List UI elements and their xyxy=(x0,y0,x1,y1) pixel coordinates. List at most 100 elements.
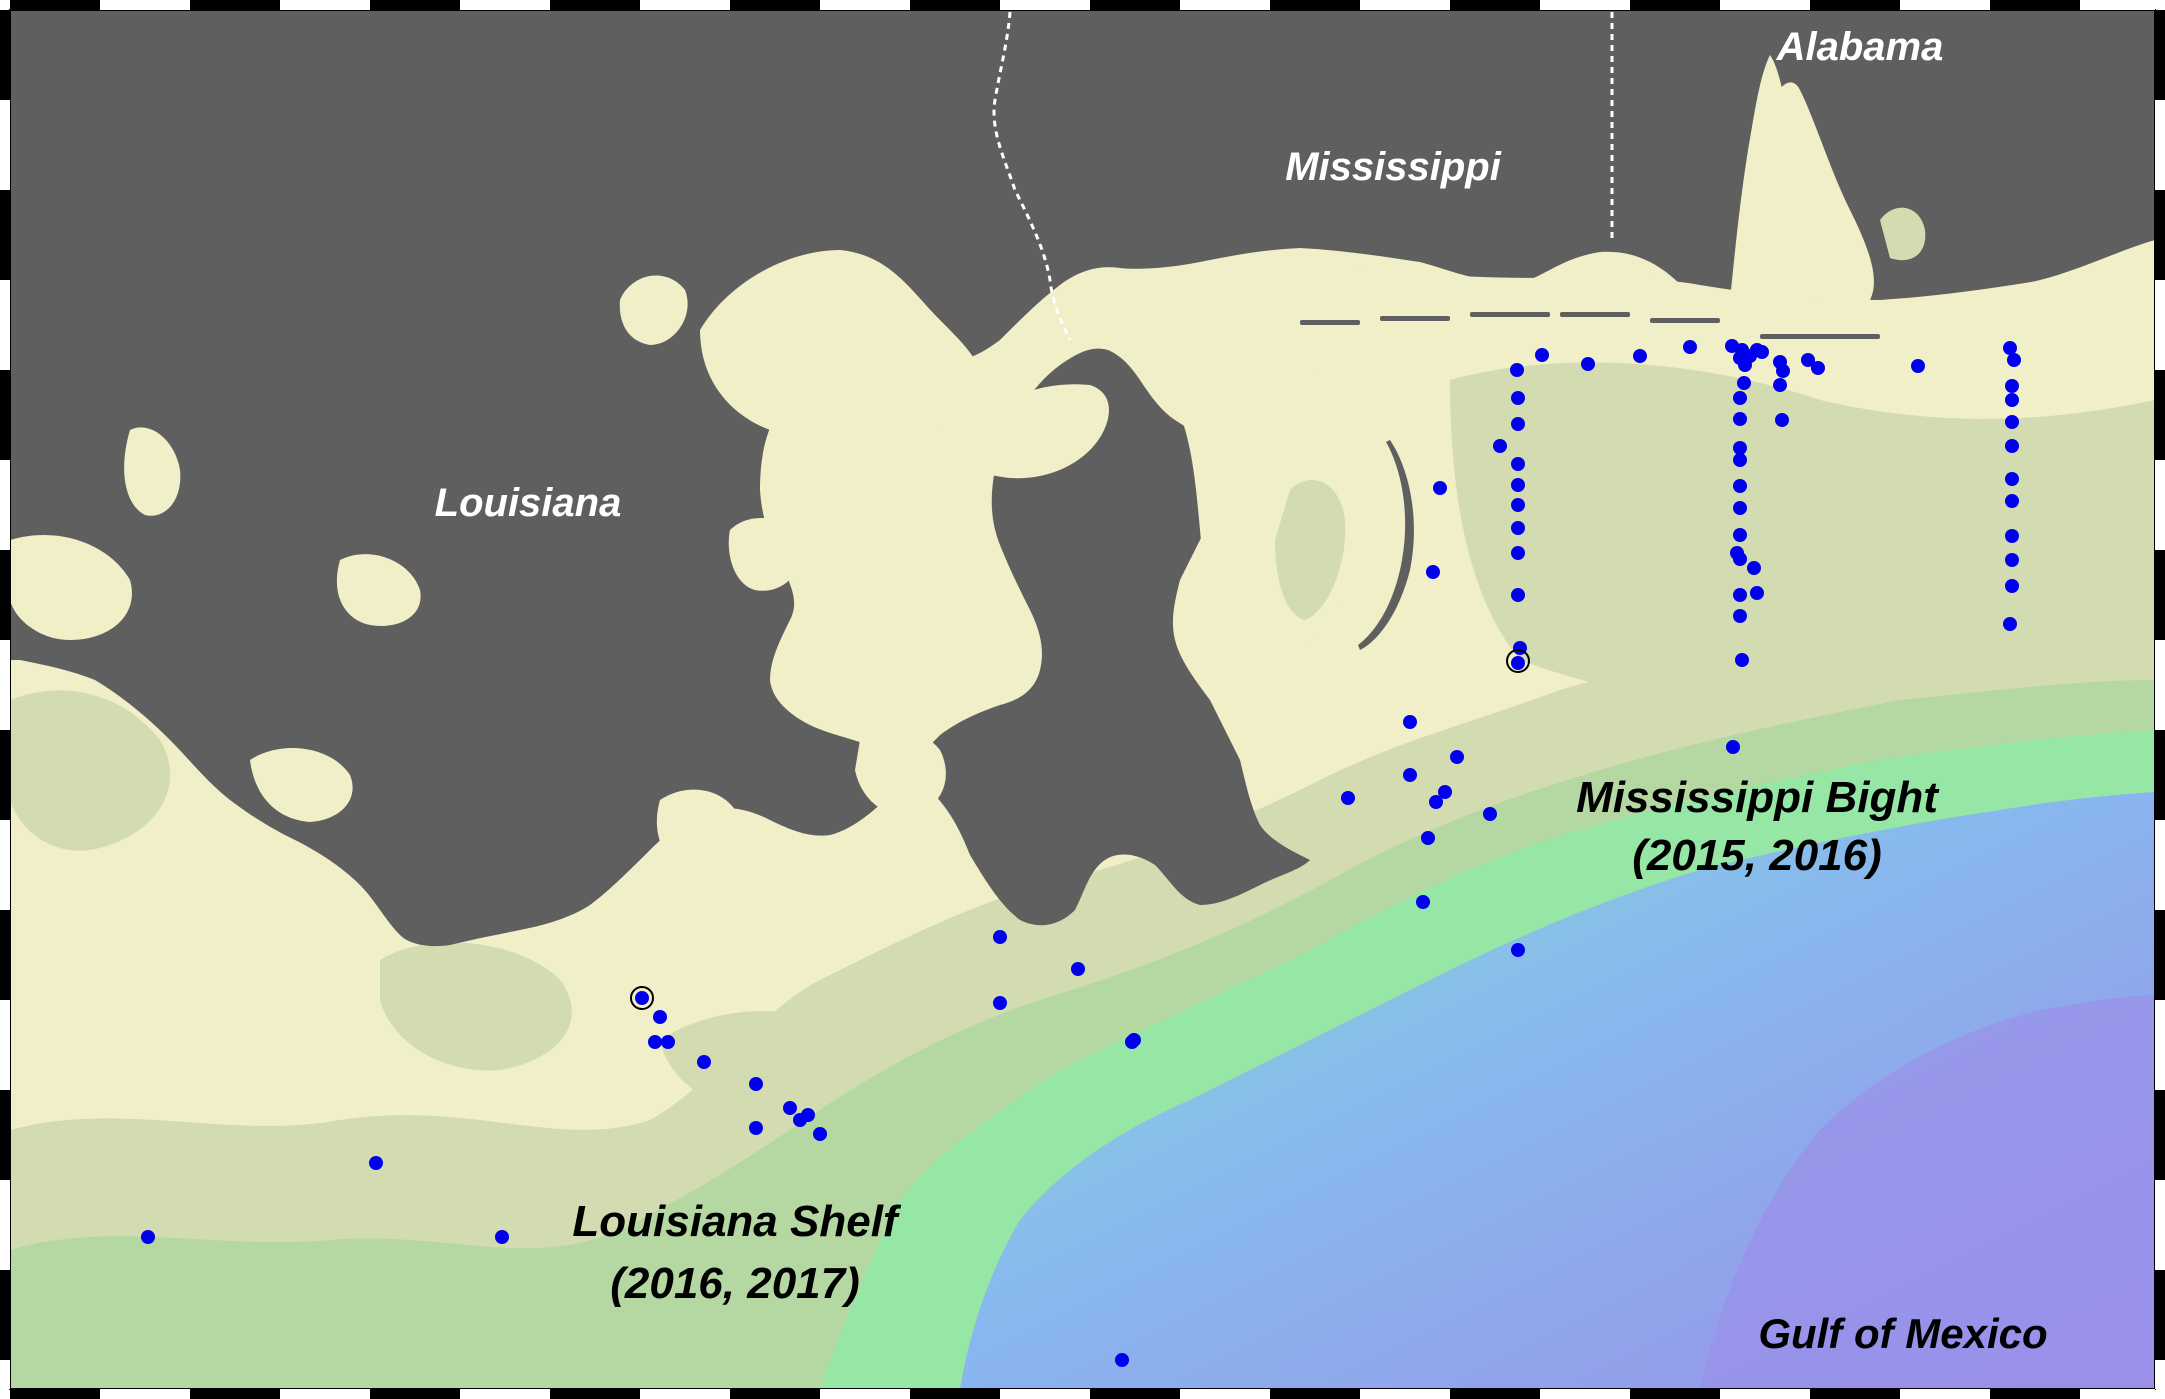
station-dot xyxy=(1775,413,1789,427)
frame-tick xyxy=(550,0,640,10)
state-border-la-ms xyxy=(992,11,1072,341)
frame-tick xyxy=(1990,0,2080,10)
frame-tick xyxy=(0,550,10,640)
frame-tick xyxy=(2155,1360,2165,1389)
station-layer xyxy=(141,339,2021,1367)
station-dot xyxy=(1683,340,1697,354)
station-dot xyxy=(1773,378,1787,392)
frame-tick xyxy=(1720,1389,1810,1399)
frame-tick xyxy=(2155,10,2165,100)
barataria-bay xyxy=(855,727,946,816)
station-dot xyxy=(2005,393,2019,407)
station-dot xyxy=(2005,579,2019,593)
station-dot xyxy=(1493,439,1507,453)
station-dot xyxy=(2005,494,2019,508)
station-dot xyxy=(1433,481,1447,495)
frame-tick xyxy=(1810,0,1900,10)
shelf-patch-west xyxy=(10,690,171,851)
frame-tick xyxy=(0,460,10,550)
frame-tick xyxy=(1000,1389,1090,1399)
station-dot xyxy=(1426,565,1440,579)
frame-tick xyxy=(100,1389,190,1399)
frame-tick xyxy=(2155,550,2165,640)
frame-tick xyxy=(10,0,100,10)
label-la-shelf-years: (2016, 2017) xyxy=(610,1259,860,1308)
frame-tick xyxy=(1180,1389,1270,1399)
station-dot xyxy=(1071,962,1085,976)
frame-tick xyxy=(460,0,550,10)
station-dot xyxy=(1733,609,1747,623)
frame-tick xyxy=(0,1000,10,1090)
vermilion-bay xyxy=(250,748,353,822)
station-dot xyxy=(1755,345,1769,359)
station-dot xyxy=(2005,553,2019,567)
station-dot xyxy=(1429,795,1443,809)
frame-tick xyxy=(190,1389,280,1399)
station-dot xyxy=(1511,546,1525,560)
station-dot xyxy=(697,1055,711,1069)
station-ring xyxy=(630,986,654,1010)
station-dot xyxy=(1511,588,1525,602)
station-dot xyxy=(993,996,1007,1010)
frame-tick xyxy=(280,0,370,10)
station-dot xyxy=(1733,441,1747,455)
station-dot xyxy=(1733,351,1747,365)
map-layers: Louisiana Mississippi Alabama Mississipp… xyxy=(10,10,2155,1389)
station-dot xyxy=(1733,588,1747,602)
barrier-islands xyxy=(1300,312,1880,650)
station-dot xyxy=(1511,498,1525,512)
station-dot xyxy=(1341,791,1355,805)
station-dot xyxy=(635,991,649,1005)
station-dot xyxy=(2003,617,2017,631)
station-dot xyxy=(648,1035,662,1049)
shelf-patch-center xyxy=(380,942,572,1071)
station-dot xyxy=(1747,561,1761,575)
label-la-shelf-name: Louisiana Shelf xyxy=(572,1197,902,1246)
frame-tick xyxy=(1810,1389,1900,1399)
station-dot xyxy=(1733,501,1747,515)
station-dot xyxy=(1911,359,1925,373)
label-mississippi: Mississippi xyxy=(1285,145,1502,189)
frame-tick xyxy=(1630,1389,1720,1399)
frame-tick xyxy=(2080,0,2155,10)
frame-tick xyxy=(280,1389,370,1399)
station-dot xyxy=(1421,831,1435,845)
station-dot xyxy=(661,1035,675,1049)
lake-pontchartrain xyxy=(700,250,983,434)
frame-tick xyxy=(730,1389,820,1399)
frame-tick xyxy=(910,0,1000,10)
frame-tick xyxy=(0,370,10,460)
lake-maurepas xyxy=(619,275,688,345)
frame-tick xyxy=(2155,1180,2165,1270)
station-dot xyxy=(993,930,1007,944)
station-dot xyxy=(1733,453,1747,467)
station-dot xyxy=(1735,653,1749,667)
frame-tick xyxy=(1990,1389,2080,1399)
frame-tick xyxy=(640,1389,730,1399)
station-dot xyxy=(2005,415,2019,429)
station-dot xyxy=(141,1230,155,1244)
grand-lake xyxy=(728,518,801,591)
station-dot xyxy=(2005,439,2019,453)
calcasieu-lake xyxy=(124,427,181,516)
frame-tick xyxy=(370,1389,460,1399)
station-dot xyxy=(1726,740,1740,754)
frame-tick xyxy=(1540,1389,1630,1399)
frame-tick xyxy=(2155,1000,2165,1090)
frame-tick xyxy=(2155,280,2165,370)
frame-tick xyxy=(0,730,10,820)
station-dot xyxy=(749,1077,763,1091)
station-dot xyxy=(1511,521,1525,535)
frame-tick xyxy=(0,1090,10,1180)
frame-tick xyxy=(0,190,10,280)
station-dot xyxy=(1750,586,1764,600)
shoal-patch-1 xyxy=(1275,480,1346,620)
station-dot xyxy=(1450,750,1464,764)
station-ring xyxy=(1506,649,1530,673)
frame-tick xyxy=(1540,0,1630,10)
frame-tick xyxy=(370,0,460,10)
shelf-patch-east xyxy=(1450,362,2155,703)
frame-tick xyxy=(2155,910,2165,1000)
station-dot xyxy=(1416,895,1430,909)
